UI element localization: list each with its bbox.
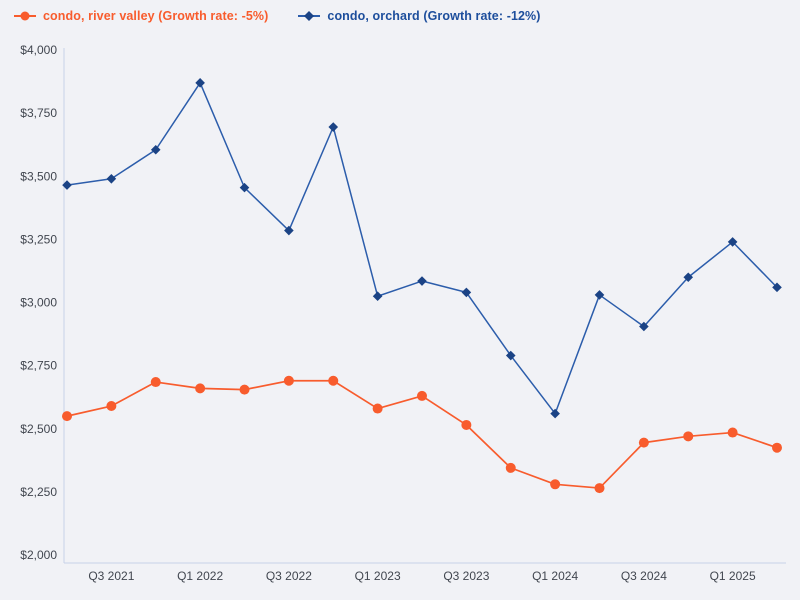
data-point-condo-orchard[interactable] — [594, 290, 605, 300]
x-tick-label: Q1 2024 — [532, 569, 578, 583]
data-point-condo-orchard[interactable] — [505, 350, 516, 361]
data-point-condo-orchard[interactable] — [195, 78, 205, 88]
data-point-condo-river-valley[interactable] — [195, 383, 206, 394]
data-point-condo-orchard[interactable] — [461, 287, 472, 298]
x-tick-label: Q3 2023 — [443, 569, 489, 583]
data-point-condo-river-valley[interactable] — [638, 437, 649, 448]
legend-diamond-marker-icon — [298, 11, 321, 21]
data-point-condo-river-valley[interactable] — [594, 483, 605, 494]
chart-legend: condo, river valley (Growth rate: -5%) c… — [14, 9, 541, 23]
data-point-condo-river-valley[interactable] — [550, 479, 561, 490]
legend-circle-marker-icon — [14, 11, 36, 21]
data-point-condo-orchard[interactable] — [239, 182, 250, 193]
x-tick-label: Q1 2023 — [355, 569, 401, 583]
data-point-condo-river-valley[interactable] — [150, 377, 161, 388]
data-point-condo-river-valley[interactable] — [505, 462, 516, 473]
data-point-condo-orchard[interactable] — [772, 282, 782, 293]
data-point-condo-orchard[interactable] — [328, 122, 339, 132]
series-line-condo-orchard — [66, 82, 778, 415]
x-tick-label: Q3 2024 — [621, 569, 667, 583]
x-tick-label: Q3 2021 — [88, 569, 134, 583]
legend-label-orchard: condo, orchard (Growth rate: -12%) — [327, 9, 541, 23]
data-point-condo-orchard[interactable] — [62, 180, 72, 190]
y-tick-label: $3,000 — [20, 296, 57, 310]
data-point-condo-river-valley[interactable] — [727, 427, 738, 438]
data-point-condo-river-valley[interactable] — [239, 384, 250, 395]
data-point-condo-river-valley[interactable] — [683, 431, 694, 442]
y-tick-label: $2,500 — [20, 422, 57, 436]
y-tick-label: $2,000 — [20, 548, 57, 562]
x-tick-label: Q1 2025 — [710, 569, 756, 583]
legend-label-river-valley: condo, river valley (Growth rate: -5%) — [43, 9, 269, 23]
data-point-condo-river-valley[interactable] — [62, 411, 72, 422]
x-tick-label: Q1 2022 — [177, 569, 223, 583]
data-point-condo-river-valley[interactable] — [417, 390, 427, 401]
legend-item-river-valley[interactable]: condo, river valley (Growth rate: -5%) — [14, 9, 268, 23]
y-tick-label: $3,500 — [20, 169, 57, 183]
data-point-condo-orchard[interactable] — [550, 408, 560, 419]
data-point-condo-orchard[interactable] — [284, 225, 294, 236]
data-point-condo-river-valley[interactable] — [772, 442, 782, 453]
data-point-condo-orchard[interactable] — [372, 291, 383, 301]
data-point-condo-river-valley[interactable] — [283, 375, 294, 386]
data-point-condo-river-valley[interactable] — [461, 419, 472, 430]
data-point-condo-river-valley[interactable] — [106, 401, 117, 412]
data-point-condo-orchard[interactable] — [417, 276, 427, 286]
y-tick-label: $4,000 — [20, 43, 57, 57]
y-tick-label: $2,750 — [20, 359, 57, 373]
data-point-condo-orchard[interactable] — [727, 237, 738, 247]
y-tick-label: $3,250 — [20, 232, 57, 246]
legend-item-orchard[interactable]: condo, orchard (Growth rate: -12%) — [298, 9, 540, 23]
data-point-condo-orchard[interactable] — [150, 144, 161, 155]
data-point-condo-river-valley[interactable] — [328, 375, 339, 386]
x-tick-label: Q3 2022 — [266, 569, 312, 583]
data-point-condo-orchard[interactable] — [106, 173, 117, 184]
data-point-condo-orchard[interactable] — [683, 272, 694, 283]
data-point-condo-river-valley[interactable] — [372, 403, 383, 414]
y-tick-label: $3,750 — [20, 106, 57, 120]
data-point-condo-orchard[interactable] — [639, 321, 649, 332]
y-tick-label: $2,250 — [20, 485, 57, 499]
